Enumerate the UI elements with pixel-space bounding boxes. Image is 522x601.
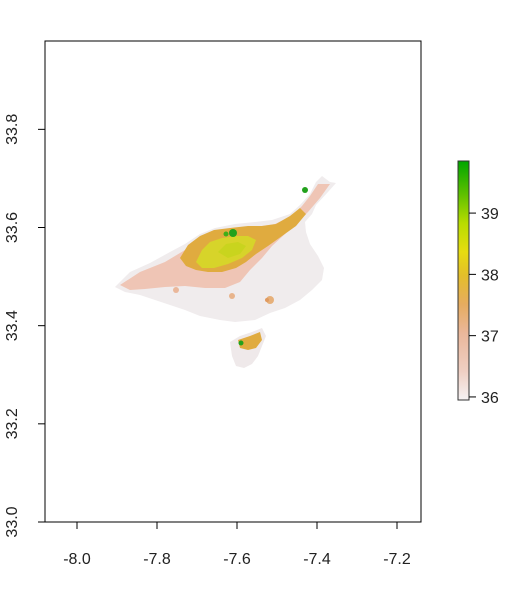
colorbar-ticks: 36 37 38 39	[469, 206, 499, 407]
x-tick-label: -7.6	[223, 551, 251, 568]
colorbar-tick-label: 39	[481, 206, 499, 223]
colorbar-tick-label: 37	[481, 329, 499, 346]
hotspot-3	[229, 293, 235, 299]
y-axis: 33.0 33.2 33.4 33.6 33.8	[4, 114, 45, 538]
hotspot-4	[173, 287, 179, 293]
peak-spot-3	[302, 187, 308, 193]
x-tick-label: -7.2	[383, 551, 411, 568]
colorbar-tick-label: 36	[481, 390, 499, 407]
south-peak	[239, 341, 244, 346]
x-axis: -8.0 -7.8 -7.6 -7.4 -7.2	[63, 522, 411, 568]
x-tick-label: -8.0	[63, 551, 91, 568]
x-tick-label: -7.4	[303, 551, 331, 568]
colorbar-tick-label: 38	[481, 267, 499, 284]
colorbar-legend: 36 37 38 39	[458, 161, 499, 407]
colorbar	[458, 161, 469, 400]
x-ticks: -8.0 -7.8 -7.6 -7.4 -7.2	[63, 522, 411, 568]
x-tick-label: -7.8	[143, 551, 171, 568]
peak-spot-2	[224, 232, 229, 237]
y-tick-label: 33.4	[4, 310, 21, 341]
y-ticks: 33.0 33.2 33.4 33.6 33.8	[4, 114, 45, 538]
peak-spot-1	[229, 229, 237, 237]
hotspot-2	[265, 298, 269, 302]
y-tick-label: 33.2	[4, 408, 21, 439]
y-tick-label: 33.6	[4, 212, 21, 243]
y-tick-label: 33.8	[4, 114, 21, 145]
y-tick-label: 33.0	[4, 506, 21, 537]
